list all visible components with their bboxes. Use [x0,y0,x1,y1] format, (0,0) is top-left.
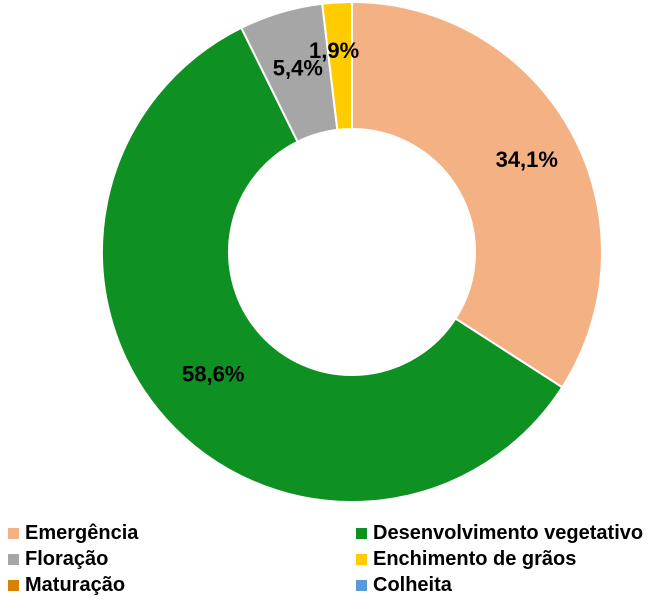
data-label: 58,6% [182,362,244,387]
slice-enchimento-de-gr-os [321,0,353,131]
slice-labels: 34,1% 58,6% 5,4%1,9% [182,38,558,387]
data-label: 1,9% [309,38,359,63]
slice-emerg-ncia [351,0,603,389]
legend-swatch [356,554,367,565]
legend-item-floracao: Floração [8,548,108,571]
legend-item-enchimento-de-graos: Enchimento de grãos [356,548,576,571]
legend-swatch [8,554,19,565]
slice-desenvolvimento-vegetativo [101,26,564,503]
legend-item-emergencia: Emergência [8,522,138,545]
legend-label: Colheita [373,574,452,596]
legend-label: Floração [25,548,109,570]
legend-label: Desenvolvimento vegetativo [373,522,644,544]
legend-item-maturacao: Maturação [8,574,125,597]
legend-item-desenvolvimento-vegetativo: Desenvolvimento vegetativo [356,522,643,545]
data-label: 34,1% [496,147,558,172]
legend-swatch [8,580,19,591]
legend-swatch [8,528,19,539]
slices [101,0,603,503]
legend-swatch [356,528,367,539]
legend-swatch [356,580,367,591]
donut-chart: 34,1% 58,6% 5,4%1,9% [101,0,603,503]
legend-item-colheita: Colheita [356,574,452,597]
legend-label: Maturação [25,574,126,596]
legend-label: Enchimento de grãos [373,548,577,570]
data-label: 5,4% [273,56,323,81]
legend-label: Emergência [25,522,139,544]
